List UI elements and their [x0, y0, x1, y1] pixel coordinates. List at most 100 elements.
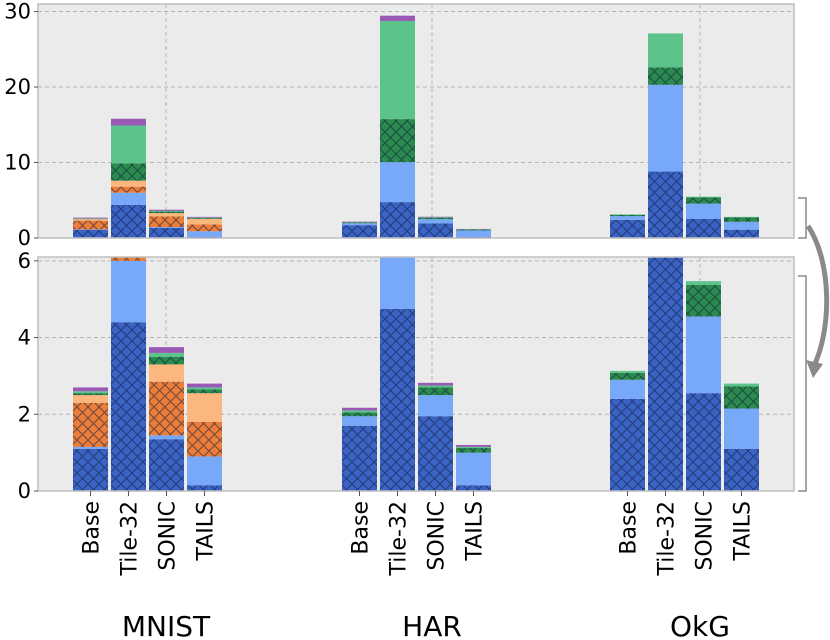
- category-label-mnist-base: Base: [80, 501, 105, 555]
- category-label-mnist-sonic: SONIC: [156, 501, 181, 571]
- category-label-okg-tails: TAILS: [731, 501, 756, 562]
- top-bar-hatch-okg-tile-32-4: [648, 67, 683, 85]
- bottom-bar-hatch-okg-tails-0: [724, 448, 759, 491]
- bottom-bar-segment-mnist-base-5: [73, 391, 108, 394]
- bottom-bar-hatch-har-base-4: [342, 412, 377, 417]
- top-bar-segment-mnist-tile-32-3: [111, 180, 146, 187]
- top-zoom-bracket: [798, 197, 807, 239]
- top-bar-hatch-har-sonic-0: [418, 223, 453, 238]
- top-bar-segment-har-tile-32-1: [380, 162, 415, 203]
- top-bar-segment-okg-tile-32-5: [648, 33, 683, 68]
- category-label-okg-base: Base: [617, 501, 642, 555]
- bottom-ytick-label: 2: [18, 402, 31, 426]
- bottom-bar-segment-har-tails-5: [456, 446, 491, 449]
- top-bar-hatch-har-tile-32-4: [380, 119, 415, 163]
- bottom-bar-segment-okg-tails-1: [724, 408, 759, 449]
- top-bar-segment-mnist-tile-32-5: [111, 125, 146, 164]
- top-bar-segment-mnist-sonic-3: [149, 213, 184, 217]
- top-bar-segment-mnist-sonic-6: [149, 209, 184, 211]
- group-label-okg: OkG: [670, 610, 730, 640]
- bottom-bar-hatch-mnist-tails-0: [187, 485, 222, 491]
- bottom-bar-segment-okg-tails-5: [724, 383, 759, 387]
- bottom-bar-segment-mnist-tails-6: [187, 383, 222, 388]
- top-bar-segment-har-base-6: [342, 221, 377, 223]
- bottom-bar-hatch-mnist-tile-32-2: [111, 257, 146, 261]
- top-bar-segment-mnist-base-6: [73, 217, 108, 219]
- bottom-bar-hatch-har-tile-32-0: [380, 308, 415, 491]
- bottom-bar-hatch-har-sonic-4: [418, 387, 453, 396]
- top-bar-hatch-okg-sonic-4: [686, 197, 721, 204]
- bottom-bar-hatch-okg-sonic-4: [686, 285, 721, 317]
- bottom-bar-segment-har-base-6: [342, 407, 377, 411]
- top-bar-hatch-mnist-base-2: [73, 220, 108, 230]
- bottom-bar-hatch-mnist-sonic-4: [149, 356, 184, 365]
- top-bar-hatch-har-base-4: [342, 222, 377, 224]
- top-bar-hatch-mnist-sonic-4: [149, 211, 184, 214]
- top-bar-hatch-har-sonic-4: [418, 217, 453, 220]
- bottom-bar-segment-mnist-tails-1: [187, 456, 222, 486]
- group-label-mnist: MNIST: [122, 610, 211, 640]
- bottom-bar-hatch-mnist-tails-2: [187, 421, 222, 457]
- bottom-ytick-label: 0: [18, 479, 31, 503]
- bottom-bar-hatch-mnist-tile-32-0: [111, 322, 146, 491]
- bottom-bar-segment-har-tile-32-1: [380, 257, 415, 309]
- top-bar-segment-har-sonic-1: [418, 219, 453, 224]
- category-label-okg-sonic: SONIC: [693, 501, 718, 571]
- zoom-arrow: [805, 224, 830, 370]
- bottom-bar-hatch-har-base-0: [342, 425, 377, 491]
- bottom-bar-segment-mnist-sonic-6: [149, 347, 184, 353]
- top-bar-segment-okg-tails-1: [724, 221, 759, 230]
- top-bar-hatch-har-tails-4: [456, 229, 491, 231]
- top-bar-segment-okg-sonic-5: [686, 196, 721, 198]
- bottom-bar-segment-mnist-sonic-3: [149, 364, 184, 382]
- top-ytick-label: 10: [4, 151, 31, 175]
- bottom-bar-segment-mnist-tails-3: [187, 393, 222, 422]
- top-bar-segment-okg-tile-32-1: [648, 84, 683, 172]
- category-label-har-tails: TAILS: [463, 501, 488, 562]
- top-bar-segment-mnist-tile-32-6: [111, 118, 146, 126]
- top-bar-hatch-mnist-tile-32-0: [111, 204, 146, 238]
- top-bar-hatch-mnist-tails-2: [187, 224, 222, 232]
- bottom-bar-segment-mnist-base-6: [73, 387, 108, 392]
- bottom-bar-segment-har-base-5: [342, 410, 377, 413]
- top-bar-hatch-mnist-sonic-2: [149, 216, 184, 228]
- bottom-bar-segment-har-base-1: [342, 416, 377, 426]
- top-bar-segment-mnist-sonic-1: [149, 227, 184, 228]
- bottom-bar-segment-okg-base-5: [610, 370, 645, 373]
- bottom-bar-segment-har-sonic-6: [418, 382, 453, 386]
- top-bar-hatch-mnist-tails-4: [187, 217, 222, 219]
- top-ytick-label: 20: [4, 75, 31, 99]
- top-bar-hatch-okg-tails-4: [724, 217, 759, 222]
- bottom-bar-hatch-mnist-base-0: [73, 448, 108, 491]
- top-bar-segment-okg-sonic-1: [686, 203, 721, 219]
- bottom-bar-hatch-mnist-sonic-2: [149, 381, 184, 436]
- bottom-bar-segment-har-tails-6: [456, 444, 491, 447]
- top-bar-hatch-okg-base-0: [610, 219, 645, 238]
- top-panel-frame: [37, 3, 795, 239]
- top-ytick-label: 0: [18, 226, 31, 250]
- category-label-har-tile-32: Tile-32: [387, 501, 412, 576]
- top-bar-segment-mnist-tile-32-1: [111, 192, 146, 205]
- top-bar-hatch-mnist-tile-32-2: [111, 186, 146, 193]
- bottom-bar-segment-mnist-base-3: [73, 395, 108, 403]
- bottom-bar-hatch-okg-base-4: [610, 372, 645, 380]
- top-bar-hatch-mnist-tile-32-4: [111, 163, 146, 181]
- top-bar-hatch-okg-tile-32-0: [648, 171, 683, 238]
- top-bar-hatch-okg-tails-0: [724, 229, 759, 238]
- bottom-bar-hatch-okg-sonic-0: [686, 393, 721, 491]
- top-bar-segment-mnist-tails-1: [187, 231, 222, 237]
- bottom-bar-hatch-har-tails-4: [456, 448, 491, 453]
- bottom-panel-frame: [37, 256, 795, 492]
- bottom-zoom-bracket: [798, 275, 807, 492]
- bottom-bar-segment-okg-sonic-1: [686, 316, 721, 394]
- bottom-bar-hatch-mnist-base-4: [73, 393, 108, 396]
- top-bar-segment-har-sonic-6: [418, 216, 453, 218]
- category-label-har-base: Base: [349, 501, 374, 555]
- top-bar-hatch-mnist-base-0: [73, 229, 108, 238]
- bottom-bar-hatch-okg-tails-4: [724, 386, 759, 409]
- bottom-bar-hatch-har-sonic-0: [418, 416, 453, 491]
- category-label-har-sonic: SONIC: [425, 501, 450, 571]
- bottom-bar-segment-har-sonic-1: [418, 395, 453, 417]
- bottom-ytick-label: 4: [18, 326, 31, 350]
